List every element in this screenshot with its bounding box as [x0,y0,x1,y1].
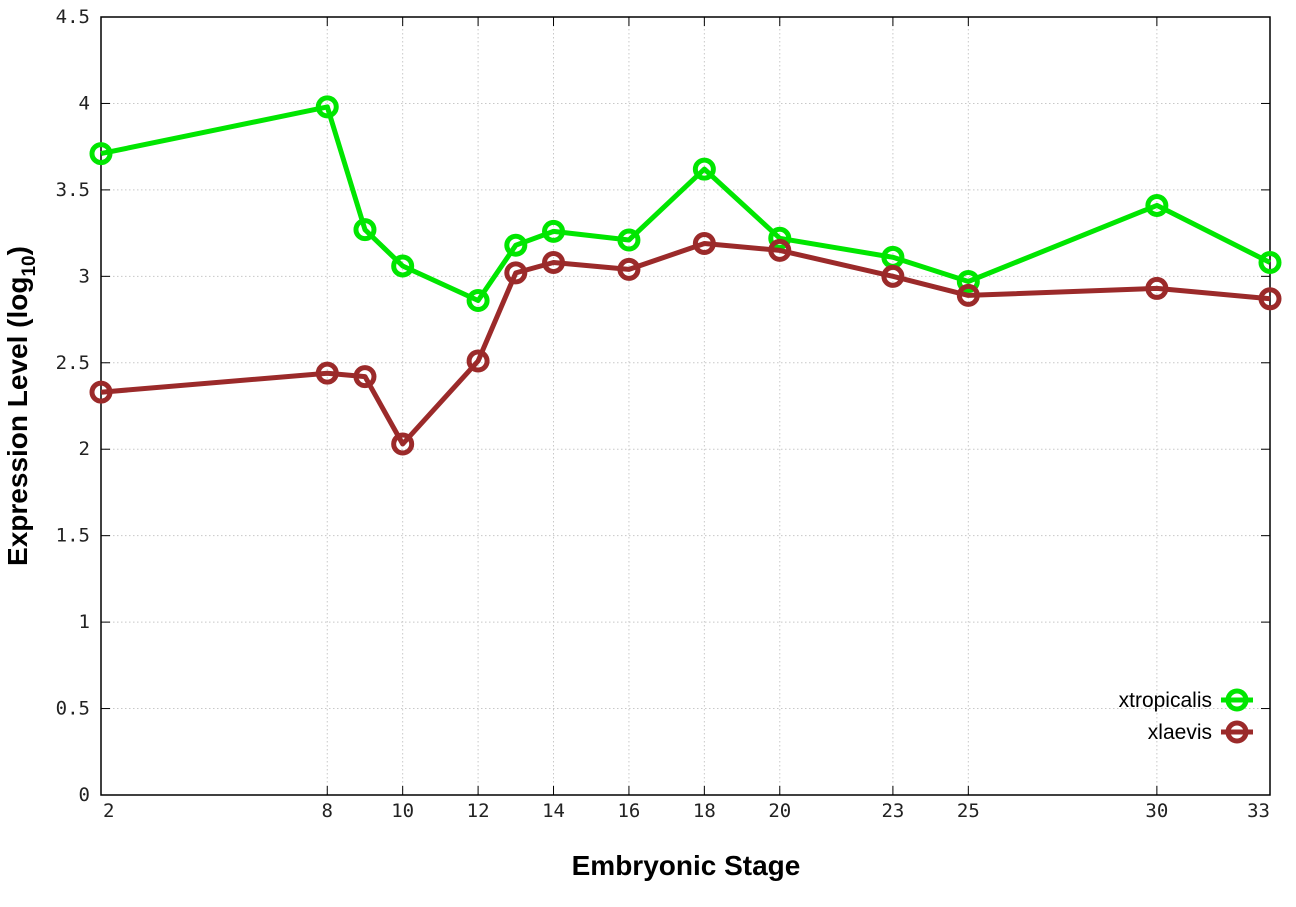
legend-label-xtropicalis: xtropicalis [1119,689,1212,712]
data-point-xtropicalis [504,233,528,257]
x-tick-label: 23 [881,800,904,822]
x-tick-label: 2 [103,800,114,822]
data-point-xtropicalis [1258,251,1282,275]
y-tick-label: 3.5 [56,179,90,201]
y-tick-label: 4 [79,92,90,114]
data-point-xtropicalis [89,142,113,166]
y-tick-label: 3 [79,265,90,287]
y-tick-label: 1.5 [56,525,90,547]
data-point-xlaevis [692,231,716,255]
y-tick-label: 1 [79,611,90,633]
y-axis-title: Expression Level (log10) [2,246,40,566]
data-point-xtropicalis [768,226,792,250]
x-tick-label: 25 [957,800,980,822]
legend-marker-xlaevis [1225,720,1249,744]
x-tick-label: 12 [467,800,490,822]
data-point-xtropicalis [542,219,566,243]
y-axis-title-close: ) [2,246,33,255]
x-tick-label: 20 [768,800,791,822]
series-line-xlaevis [100,241,1271,447]
y-tick-label: 2.5 [56,352,90,374]
y-axis-title-main: Expression Level (log [2,277,33,566]
data-point-xtropicalis [315,95,339,119]
data-point-xtropicalis [1145,193,1169,217]
data-point-xlaevis [956,283,980,307]
y-tick-label: 0 [79,784,90,806]
series-line-xtropicalis [100,104,1272,303]
data-point-xlaevis [1145,276,1169,300]
data-point-xlaevis [89,380,113,404]
y-axis-ticks: 0 0.5 1 1.5 2 2.5 3 3.5 4 4.5 [56,6,1270,806]
x-axis-ticks: 2 8 10 12 14 16 18 20 23 25 30 33 [100,17,1271,822]
x-axis-title: Embryonic Stage [572,850,801,881]
data-point-xtropicalis [391,254,415,278]
data-point-xtropicalis [353,218,377,242]
y-axis-title-subscript: 10 [19,255,40,276]
x-tick-label: 33 [1247,800,1270,822]
series-xtropicalis [89,95,1282,313]
series [89,95,1282,456]
x-tick-label: 14 [542,800,565,822]
grid [100,16,1271,796]
x-tick-label: 30 [1145,800,1168,822]
x-tick-label: 18 [693,800,716,822]
y-tick-label: 2 [79,438,90,460]
data-point-xlaevis [768,238,792,262]
data-point-xlaevis [617,257,641,281]
data-point-xlaevis [315,361,339,385]
x-tick-label: 16 [617,800,640,822]
data-point-xlaevis [542,251,566,275]
legend-marker-xtropicalis [1225,688,1249,712]
data-point-xlaevis [391,432,415,456]
series-xlaevis [89,231,1282,456]
data-point-xtropicalis [956,270,980,294]
data-point-xlaevis [504,261,528,285]
plot-frame [100,16,1271,796]
data-point-xtropicalis [617,228,641,252]
x-tick-label: 8 [322,800,333,822]
y-tick-label: 0.5 [56,698,90,720]
data-point-xlaevis [1258,287,1282,311]
legend-label-xlaevis: xlaevis [1148,721,1212,744]
legend: xtropicalis xlaevis [1119,688,1253,744]
data-point-xlaevis [353,365,377,389]
x-tick-label: 10 [391,800,414,822]
y-tick-label: 4.5 [56,6,90,28]
data-point-xlaevis [881,264,905,288]
data-point-xtropicalis [692,157,716,181]
data-point-xlaevis [466,349,490,373]
data-point-xtropicalis [466,289,490,313]
